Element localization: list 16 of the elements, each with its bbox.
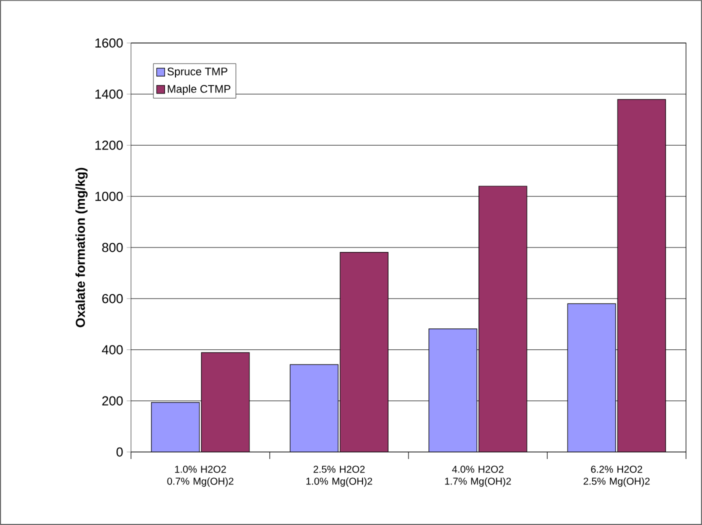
y-axis-title: Oxalate formation (mg/kg) <box>75 168 88 328</box>
y-tick-label: 600 <box>102 294 123 304</box>
legend-label: Maple CTMP <box>168 84 230 95</box>
x-tick-label: 6.2% H2O2 2.5% Mg(OH)2 <box>584 466 650 487</box>
y-tick-label: 0 <box>116 447 123 457</box>
y-tick-label: 1200 <box>95 140 123 150</box>
y-tick-label: 1400 <box>95 90 123 99</box>
x-tick-label: 1.0% H2O2 0.7% Mg(OH)2 <box>167 466 234 487</box>
y-tick-label: 1600 <box>95 38 123 48</box>
y-tick-label: 400 <box>102 345 123 354</box>
y-tick-label: 800 <box>102 242 123 252</box>
x-tick-label: 4.0% H2O2 1.7% Mg(OH)2 <box>445 466 511 487</box>
y-tick-label: 1000 <box>95 192 123 201</box>
legend-label: Spruce TMP <box>167 68 228 78</box>
x-tick-label: 2.5% H2O2 1.0% Mg(OH)2 <box>306 466 372 487</box>
y-tick-label: 200 <box>102 396 123 406</box>
